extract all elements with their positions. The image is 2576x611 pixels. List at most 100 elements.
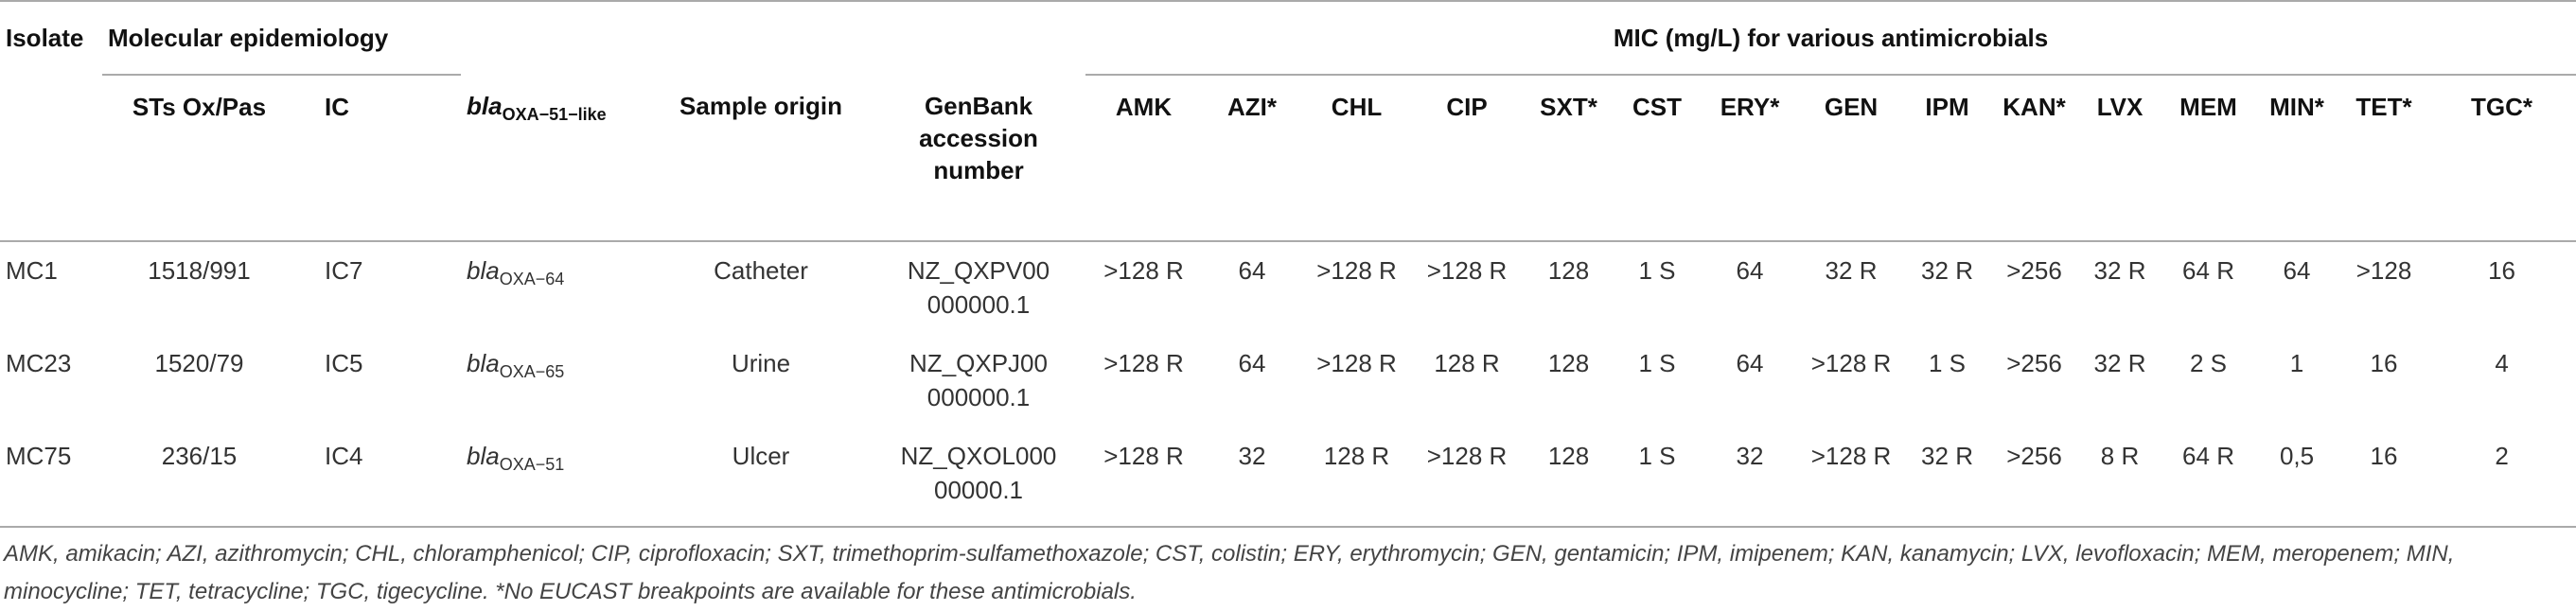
table-cell: 1 S <box>1902 335 1992 428</box>
table-cell: 1 S <box>1614 428 1701 528</box>
table-cell: >128 R <box>1411 241 1523 335</box>
cell-text: KAN* <box>2003 93 2066 121</box>
table-cell: >128 R <box>1302 241 1411 335</box>
cell-text: 64 <box>1736 349 1764 377</box>
cell-text: 1520/79 <box>154 349 244 377</box>
cell-text: 128 <box>1547 256 1590 285</box>
cell-text: 128 R <box>1434 349 1500 377</box>
cell-text: 64 <box>1238 349 1266 377</box>
cell-text: >128 R <box>1103 442 1184 470</box>
cell-text: 236/15 <box>161 442 238 470</box>
table-cell: IC7 <box>296 241 461 335</box>
column-header: KAN* <box>1992 75 2077 242</box>
cell-text: 64 R <box>2182 442 2234 470</box>
cell-text: ERY* <box>1720 93 1780 121</box>
subscript: OXA−51−like <box>502 105 607 124</box>
table-cell: 32 <box>1202 428 1303 528</box>
cell-text: IC4 <box>325 442 363 470</box>
table-cell: 64 <box>2253 241 2340 335</box>
cell-text: >128 R <box>1426 256 1508 285</box>
column-header: STs Ox/Pas <box>102 75 296 242</box>
table-cell: >256 <box>1992 241 2076 335</box>
cell-text: Catheter <box>714 256 808 285</box>
cell-text: 32 R <box>2093 256 2146 285</box>
header-empty <box>872 1 1085 75</box>
cell-text: MIN* <box>2269 93 2324 121</box>
column-header: AMK <box>1085 75 1203 242</box>
table-cell: >128 R <box>1085 241 1202 335</box>
cell-text: MC75 <box>6 442 72 470</box>
column-header: MIN* <box>2253 75 2341 242</box>
header-cell: Isolate <box>6 24 84 52</box>
table-body: MC1 1518/991 IC7 blaOXA−64 Catheter NZ_QXPV00… <box>0 241 2576 528</box>
table-cell: 32 <box>1700 428 1801 528</box>
cell-text: 1518/991 <box>148 256 251 285</box>
italic-text: bla <box>467 256 500 285</box>
cell-text: 32 R <box>1921 442 1973 470</box>
cell-text: CIP <box>1446 93 1488 121</box>
cell-text: >128 R <box>1810 442 1892 470</box>
cell-text: STs Ox/Pas <box>132 93 267 121</box>
table-cell: 1518/991 <box>102 241 296 335</box>
cell-line: 000000.1 <box>926 383 1031 411</box>
table-cell: 1 S <box>1614 241 1700 335</box>
data-table: Isolate Molecular epidemiology MIC (mg/L… <box>0 0 2576 528</box>
table-cell: >128 R <box>1800 428 1903 528</box>
column-header: CST <box>1614 75 1701 242</box>
table-cell: 32 R <box>1902 428 1993 528</box>
header-empty <box>650 1 872 75</box>
table-cell: >256 <box>1992 428 2077 528</box>
cell-text: IC5 <box>325 349 363 377</box>
table-cell: Urine <box>650 335 872 428</box>
table-cell: 1 <box>2253 335 2340 428</box>
table-cell: 64 R <box>2163 241 2253 335</box>
cell-line: 00000.1 <box>934 476 1023 504</box>
table-cell: 128 <box>1523 335 1614 428</box>
cell-text: 32 R <box>1825 256 1878 285</box>
table-cell: 32 R <box>1902 241 1992 335</box>
column-header: CHL <box>1302 75 1412 242</box>
column-header: CIP <box>1411 75 1524 242</box>
table-cell: >256 <box>1992 335 2076 428</box>
table-cell: 0,5 <box>2253 428 2341 528</box>
table-cell: 32 R <box>1800 241 1902 335</box>
cell-text: Ulcer <box>732 442 790 470</box>
header-group: MIC (mg/L) for various antimicrobials <box>1085 1 2576 76</box>
cell-text: >256 <box>2006 442 2062 470</box>
column-header: TGC* <box>2427 75 2576 242</box>
cell-text: LVX <box>2096 93 2144 121</box>
column-header: IC <box>296 75 462 242</box>
column-header: Sample origin <box>650 75 873 242</box>
column-header: TET* <box>2340 75 2428 242</box>
table-cell: 128 <box>1523 428 1615 528</box>
cell-text: >128 R <box>1426 442 1508 470</box>
table-cell: MC75 <box>0 428 102 528</box>
cell-text: 1 S <box>1638 349 1676 377</box>
column-header: GEN <box>1800 75 1903 242</box>
table-cell: 16 <box>2340 428 2428 528</box>
table-cell: 32 R <box>2076 335 2163 428</box>
table-cell: 32 R <box>2076 241 2163 335</box>
cell-text: GEN <box>1824 93 1879 121</box>
cell-text: CST <box>1632 93 1683 121</box>
cell-text: TGC* <box>2471 93 2533 121</box>
cell-text: 8 R <box>2100 442 2140 470</box>
table-cell: 8 R <box>2076 428 2164 528</box>
cell-line: NZ_QXOL000 <box>900 442 1057 470</box>
column-header: MEM <box>2163 75 2254 242</box>
table-cell: MC1 <box>0 241 102 335</box>
cell-text: IC7 <box>325 256 363 285</box>
table-cell: >128 R <box>1085 428 1203 528</box>
cell-text: 1 <box>2289 349 2304 377</box>
cell-text: >128 R <box>1810 349 1892 377</box>
italic-text: bla <box>467 349 500 377</box>
cell-line: NZ_QXPV00 <box>907 256 1050 285</box>
cell-text: 2 S <box>2190 349 2228 377</box>
header-empty <box>0 75 102 242</box>
table-cell: 1520/79 <box>102 335 296 428</box>
column-header: ERY* <box>1700 75 1801 242</box>
table-cell: 16 <box>2340 335 2427 428</box>
cell-text: 64 R <box>2182 256 2234 285</box>
table-cell: >128 R <box>1411 428 1524 528</box>
table-cell: 128 <box>1523 241 1614 335</box>
